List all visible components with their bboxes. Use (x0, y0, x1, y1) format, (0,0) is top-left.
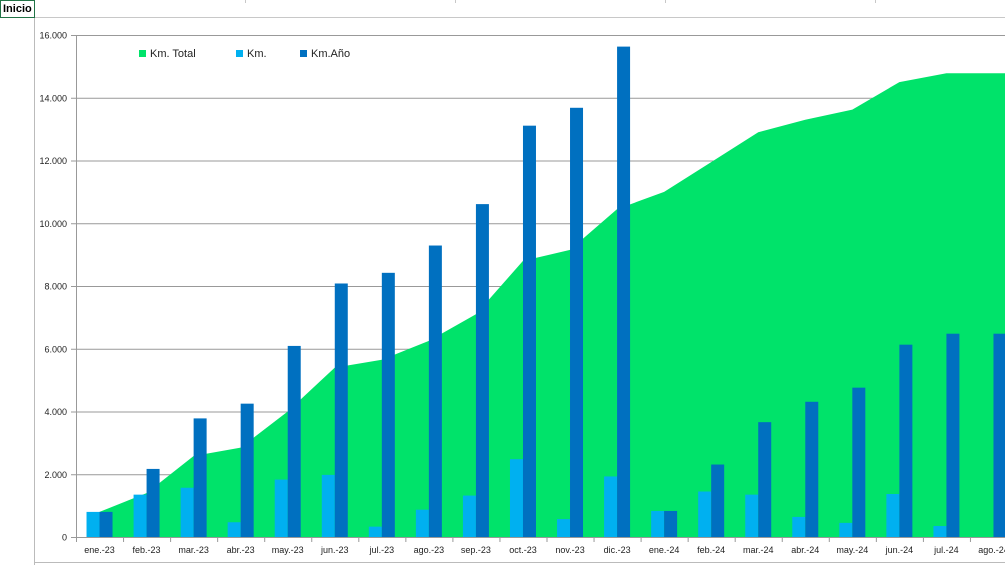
bar-km-ano (428, 245, 442, 537)
bar-km-ano (617, 46, 631, 537)
x-tick-label: ene.-24 (649, 545, 680, 555)
x-tick-label: jul.-24 (933, 545, 959, 555)
bar-km-ano (993, 333, 1005, 537)
bar-km (933, 526, 947, 537)
bar-km-ano (146, 468, 160, 537)
bar-km-ano (99, 511, 113, 537)
bar-km (745, 494, 759, 537)
bar-km-ano (240, 403, 254, 537)
bar-km-ano (193, 418, 207, 537)
x-tick-label: feb.-24 (697, 545, 725, 555)
area-km-total (99, 73, 1005, 537)
bar-km (509, 459, 523, 537)
bar-km (227, 522, 241, 537)
x-tick-label: ago.-24 (978, 545, 1005, 555)
bar-km (557, 519, 571, 537)
x-tick-label: ago.-23 (414, 545, 445, 555)
x-tick-label: jul.-23 (369, 545, 395, 555)
legend-swatch (236, 50, 243, 57)
bar-km (462, 495, 476, 537)
bar-km (886, 494, 900, 537)
x-tick-label: sep.-23 (461, 545, 491, 555)
x-tick-label: abr.-24 (791, 545, 819, 555)
x-tick-label: nov.-23 (555, 545, 584, 555)
bar-km (86, 511, 100, 537)
x-tick-label: may.-24 (836, 545, 868, 555)
legend-swatch (139, 50, 146, 57)
y-tick-label: 14.000 (39, 93, 67, 103)
x-tick-label: ene.-23 (84, 545, 115, 555)
x-tick-label: jun.-24 (885, 545, 914, 555)
bar-km (368, 526, 382, 537)
y-tick-label: 12.000 (39, 156, 67, 166)
bar-km-ano (287, 345, 301, 537)
sheet-header-row (0, 0, 1005, 18)
bar-km-ano (946, 333, 960, 537)
y-tick-label: 0 (62, 533, 67, 543)
bar-km-ano (852, 387, 866, 537)
bar-km-ano (805, 401, 819, 537)
bar-km-ano (381, 272, 395, 537)
legend-label: Km. Total (150, 48, 196, 60)
bar-km (415, 509, 429, 537)
legend-item: Km.Año (300, 48, 350, 60)
legend-item: Km. Total (139, 48, 196, 60)
bar-km (792, 516, 806, 537)
x-tick-label: may.-23 (272, 545, 304, 555)
y-tick-label: 6.000 (44, 344, 67, 354)
column-divider (245, 0, 246, 3)
bar-km (321, 474, 335, 537)
bar-km (604, 476, 618, 537)
legend-label: Km.Año (311, 48, 350, 60)
bar-km-ano (711, 464, 725, 537)
bar-km-ano (570, 107, 584, 537)
x-tick-label: mar.-24 (743, 545, 774, 555)
bar-km (180, 487, 194, 537)
bar-km (698, 491, 712, 537)
y-tick-label: 4.000 (44, 407, 67, 417)
y-tick-label: 8.000 (44, 282, 67, 292)
legend-swatch (300, 50, 307, 57)
bar-km-ano (899, 344, 913, 537)
bar-km (839, 522, 853, 537)
bar-km (133, 494, 147, 537)
bar-km (274, 479, 288, 537)
bar-km (651, 510, 665, 537)
x-tick-label: mar.-23 (178, 545, 209, 555)
x-tick-label: abr.-23 (227, 545, 255, 555)
bar-km-ano (758, 422, 772, 537)
x-tick-label: dic.-23 (604, 545, 631, 555)
cell-inicio[interactable]: Inicio (0, 0, 35, 18)
legend-item: Km. (236, 48, 267, 60)
x-tick-label: jun.-23 (320, 545, 349, 555)
legend-label: Km. (247, 48, 267, 60)
bar-km-ano (664, 510, 678, 537)
y-tick-label: 16.000 (39, 31, 67, 41)
column-divider (875, 0, 876, 3)
y-tick-label: 2.000 (44, 470, 67, 480)
column-divider (665, 0, 666, 3)
x-tick-label: feb.-23 (133, 545, 161, 555)
bar-km-ano (522, 125, 536, 537)
y-tick-label: 10.000 (39, 219, 67, 229)
column-divider (455, 0, 456, 3)
bar-km-ano (334, 283, 348, 537)
x-tick-label: oct.-23 (509, 545, 537, 555)
bar-km-ano (475, 204, 489, 537)
